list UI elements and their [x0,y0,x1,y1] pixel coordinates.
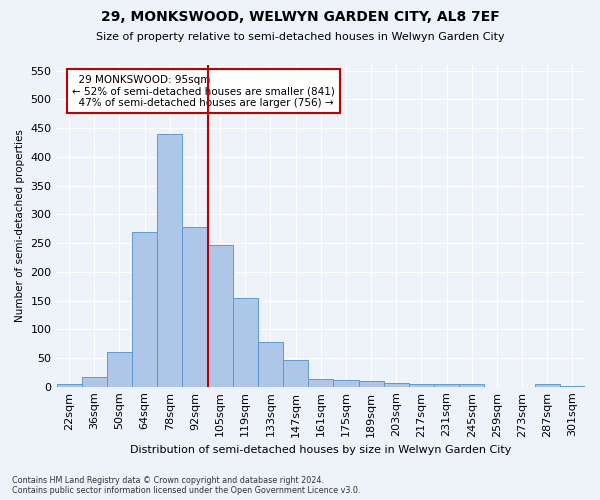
Bar [132,232,157,386]
Bar [383,383,409,386]
Bar [182,227,208,386]
Bar [258,342,283,386]
Bar [334,380,359,386]
Bar [82,377,107,386]
Bar [409,384,434,386]
Y-axis label: Number of semi-detached properties: Number of semi-detached properties [15,130,25,322]
Bar [535,384,560,386]
Bar [283,360,308,386]
X-axis label: Distribution of semi-detached houses by size in Welwyn Garden City: Distribution of semi-detached houses by … [130,445,511,455]
Bar [157,134,182,386]
Text: Contains HM Land Registry data © Crown copyright and database right 2024.
Contai: Contains HM Land Registry data © Crown c… [12,476,361,495]
Bar [208,246,233,386]
Bar [308,379,334,386]
Bar [359,381,383,386]
Bar [107,352,132,386]
Bar [56,384,82,386]
Bar [434,384,459,386]
Bar [233,298,258,386]
Text: Size of property relative to semi-detached houses in Welwyn Garden City: Size of property relative to semi-detach… [95,32,505,42]
Bar [459,384,484,386]
Text: 29, MONKSWOOD, WELWYN GARDEN CITY, AL8 7EF: 29, MONKSWOOD, WELWYN GARDEN CITY, AL8 7… [101,10,499,24]
Text: 29 MONKSWOOD: 95sqm  
← 52% of semi-detached houses are smaller (841)
  47% of s: 29 MONKSWOOD: 95sqm ← 52% of semi-detach… [73,74,335,108]
